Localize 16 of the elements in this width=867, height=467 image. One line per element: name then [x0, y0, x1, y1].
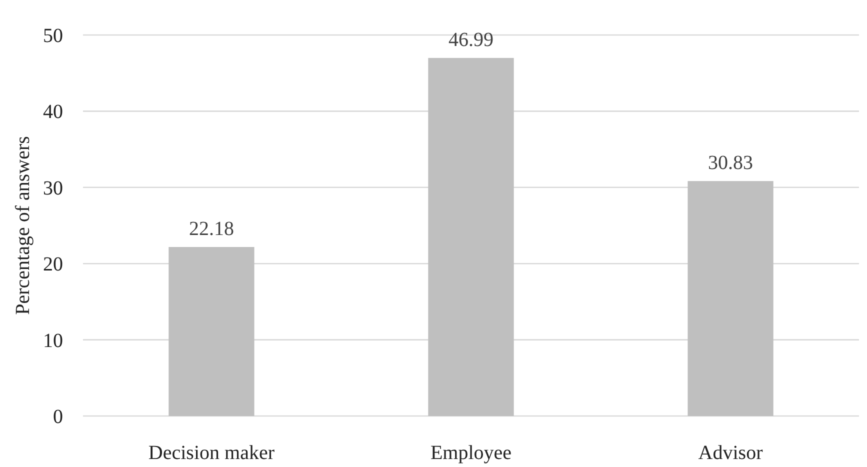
y-tick-label: 40	[43, 101, 63, 124]
y-tick-label: 10	[43, 330, 63, 352]
data-label: 30.83	[708, 152, 754, 174]
data-label: 22.18	[188, 218, 234, 240]
y-axis-title: Percentage of answers	[12, 136, 34, 315]
y-tick-label: 50	[43, 25, 63, 47]
bar	[688, 181, 774, 416]
data-label: 46.99	[448, 28, 494, 51]
x-tick-label: Decision maker	[148, 442, 275, 464]
y-tick-label: 30	[43, 177, 63, 200]
bar	[168, 246, 254, 416]
y-tick-label: 20	[43, 254, 63, 276]
y-tick-label: 0	[53, 406, 63, 428]
x-tick-label: Advisor	[698, 442, 764, 464]
x-tick-label: Employee	[430, 442, 512, 464]
bar	[428, 58, 514, 416]
